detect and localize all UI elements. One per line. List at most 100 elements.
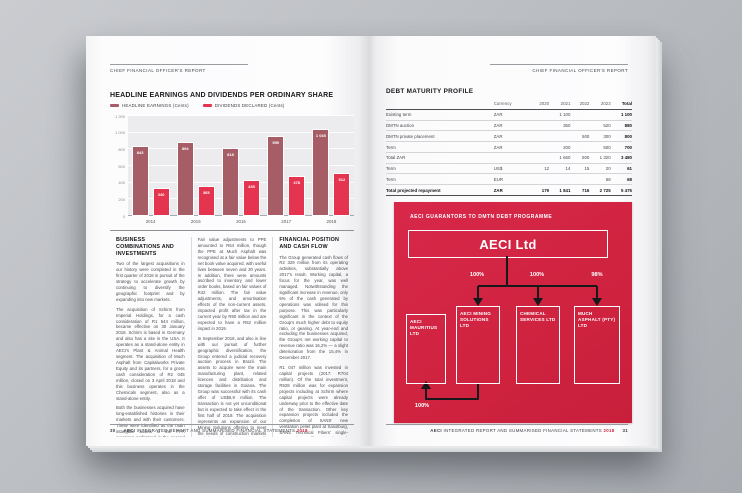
table-body: Existing term ZAR 1 100 1 100 DMTN auction ZA… [386,109,632,197]
table-cell [589,109,611,121]
table-cell: 500 [589,141,611,153]
gridline [128,131,354,133]
subsidiary-name: AECI MAURITIUS LTD [410,319,438,336]
table-cell [570,120,590,132]
footer-title: INTEGRATED REPORT AND SUMMARISED FINANCI… [443,428,603,433]
table-cell: 200 [549,141,571,153]
paragraph: The Group generated cash flows of R2 329… [279,254,349,361]
chart-plot-wrap: 0 200 400 600 800 1 000 1 200 843 340 894 365 818 4… [110,114,356,219]
x-axis-label: 2014 [145,219,156,224]
subsidiary-name: AECI MINING SOLUTIONS LTD [460,311,492,328]
x-axis-label: 2016 [236,219,246,224]
text-column-2: Fair value adjustments to PPE amounted t… [190,237,273,437]
table-row: Existing term ZAR 1 100 1 100 [386,109,632,121]
table-cell: Total ZAR [386,152,492,164]
chart-y-axis: 0 200 400 600 800 1 000 1 200 [110,114,128,219]
table-row: DMTN auction ZAR 360 520 880 [386,120,632,132]
table-cell: 500 [570,152,590,164]
footer-rule [110,424,354,425]
paragraph: R1 047 million was invested in capital p… [279,365,349,437]
table-cell: 1 100 [549,109,571,121]
y-axis-label: 1 000 [114,130,125,136]
table-cell [530,173,550,186]
table-row: Total ZAR 1 660 500 1 320 3 480 [386,152,632,164]
page-number: 31 [622,428,628,433]
left-running-header: CHIEF FINANCIAL OFFICER'S REPORT [110,64,248,73]
legend-item: DIVIDENDS DECLARED (Cents) [202,103,285,108]
table-column-header: 2023 [589,99,611,110]
subsidiary-box: AECI MINING SOLUTIONS LTD [456,306,500,384]
subsidiary-box: MUCH ASPHALT (PTY) LTD [574,306,620,384]
chart-x-axis: 2014 2015 2016 2017 2018 [128,216,354,226]
table-cell: 1 320 [589,152,611,164]
table-cell [530,141,550,153]
legend-swatch [110,104,119,107]
gridline [128,115,354,116]
chart-bar: 478 [288,176,306,216]
chart-bar: 959 [267,136,285,216]
ownership-percentage: 98% [591,272,603,278]
left-footer: 30 AECI INTEGRATED REPORT AND SUMMARISED… [110,424,354,433]
table-row: DMTN private placement ZAR 500 300 800 [386,130,632,143]
text-column-3: FINANCIAL POSITION AND CASH FLOW The Gro… [272,237,354,437]
bar-value-label: 894 [181,145,189,151]
table-cell: 3 480 [610,152,632,164]
table-cell: 716 [570,184,590,197]
bar-value-label: 340 [157,191,165,197]
paragraph: Fair value adjustments to PPE amounted t… [197,237,267,331]
bar-chart: HEADLINE EARNINGS AND DIVIDENDS PER ORDI… [110,92,356,226]
paragraph: The acquisition of Schirm from Imperial … [116,306,185,401]
table-cell: 68 [610,173,632,186]
footer-text: AECI INTEGRATED REPORT AND SUMMARISED FI… [123,428,308,433]
table-cell: 2 725 [589,184,611,197]
table-cell [570,109,590,121]
running-header-text: CHIEF FINANCIAL OFFICER'S REPORT [532,68,628,73]
gridline [128,181,354,183]
table-column-header: Total [610,99,632,110]
guarantors-diagram: AECI GUARANTORS TO DMTN DEBT PROGRAMME A… [394,202,632,423]
table-cell [570,173,590,186]
cross-ownership-percentage: 100% [414,403,430,409]
chart-legend: HEADLINE EARNINGS (Cents) DIVIDENDS DECLA… [110,103,356,108]
paragraph: In September 2018, and also in line with… [197,335,267,437]
table-cell [530,109,550,121]
x-axis-label: 2018 [326,219,337,224]
text-column-1: BUSINESS COMBINATIONS AND INVESTMENTS Tw… [110,237,191,437]
table-row: Term ZAR 200 500 700 [386,141,632,153]
subsidiary-name: CHEMICAL SERVICES LTD [520,311,556,322]
paragraph: Both the businesses acquired have long-e… [116,405,185,437]
footer-year: 2018 [296,428,308,433]
table-cell: 179 [530,184,550,197]
table-cell [570,141,590,153]
diagram-title: AECI GUARANTORS TO DMTN DEBT PROGRAMME [410,214,553,220]
table-cell: EUR [491,173,531,186]
footer-text: AECI INTEGRATED REPORT AND SUMMARISED FI… [430,428,615,433]
bar-value-label: 365 [202,189,210,195]
table-cell: 1 100 [610,109,632,121]
bar-value-label: 512 [338,177,346,183]
table-cell: Existing term [386,109,492,121]
table-cell [530,152,550,164]
x-axis-label: 2015 [190,219,201,224]
connector-arrows [421,256,602,400]
table-row: Term EUR 68 68 [386,173,632,186]
table-column-header: 2020 [530,99,550,110]
chart-bar: 365 [197,185,215,216]
table-column-header [386,99,492,110]
table-cell: 800 [610,130,632,143]
bar-value-label: 818 [227,151,234,157]
right-footer: AECI INTEGRATED REPORT AND SUMMARISED FI… [386,424,628,433]
table-cell: 68 [589,173,611,186]
y-axis-label: 200 [118,196,125,202]
table-cell: 15 [570,163,590,175]
legend-label: HEADLINE EARNINGS (Cents) [122,103,189,108]
table-header: Currency 2020 2021 2022 2023 Total [386,99,632,110]
table-cell: ZAR [491,130,531,143]
header-rule [110,64,248,65]
table-column-header: 2021 [549,99,571,110]
chart-title: HEADLINE EARNINGS AND DIVIDENDS PER ORDI… [110,92,334,99]
y-axis-label: 800 [118,146,125,152]
legend-label: DIVIDENDS DECLARED (Cents) [214,103,285,108]
chart-bar: 1 045 [312,128,330,216]
